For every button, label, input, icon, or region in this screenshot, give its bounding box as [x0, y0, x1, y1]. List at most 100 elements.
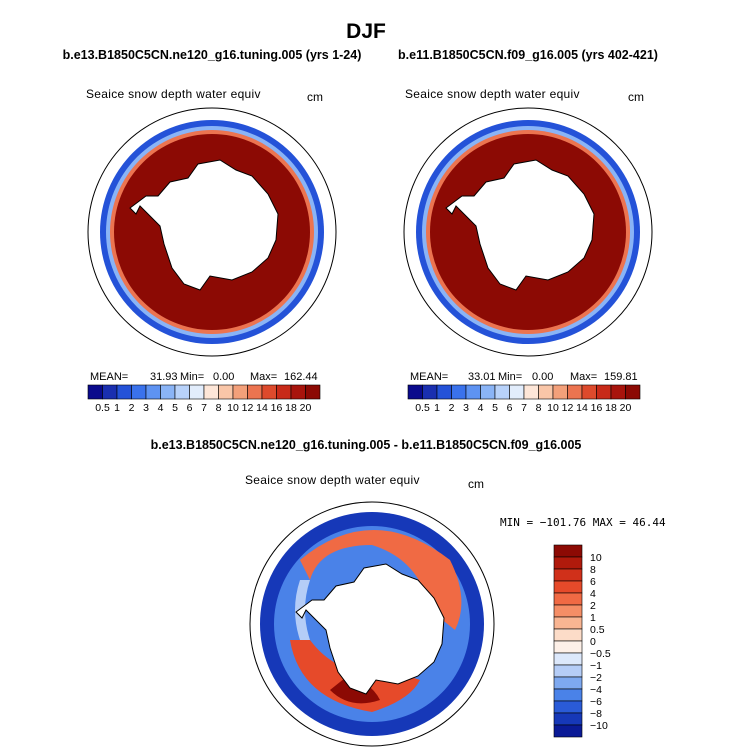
right-units-label: cm: [628, 90, 644, 104]
right-colorbar-tick-label: 2: [449, 402, 455, 414]
diff-colorbar-swatch: [553, 592, 583, 606]
right-colorbar-swatch: [480, 384, 496, 400]
diff-colorbar-tick-label: 2: [590, 600, 596, 612]
left-colorbar-swatch: [305, 384, 321, 400]
diff-colorbar-tick-label: 0.5: [590, 624, 605, 636]
right-polar-map: [404, 108, 652, 356]
left-colorbar-tick-label: 5: [172, 402, 178, 414]
left-colorbar-swatch: [174, 384, 190, 400]
left-colorbar-tick-label: 7: [201, 402, 207, 414]
left-colorbar-tick-label: 2: [129, 402, 135, 414]
diff-antarctica-outline: [295, 563, 445, 695]
left-variable-label: Seaice snow depth water equiv: [86, 87, 261, 101]
diff-colorbar-swatch: [553, 580, 583, 594]
diff-colorbar-tick-label: −1: [590, 660, 602, 672]
right-colorbar-tick-label: 10: [547, 402, 559, 414]
diff-colorbar-tick-label: 0: [590, 636, 596, 648]
right-colorbar-tick-label: 20: [620, 402, 632, 414]
left-polar-map: [88, 108, 336, 356]
left-colorbar-swatch: [145, 384, 161, 400]
right-antarctica-outline: [445, 159, 595, 291]
left-colorbar-tick-label: 18: [285, 402, 297, 414]
left-colorbar-tick-label: 4: [158, 402, 164, 414]
left-colorbar-tick-label: 1: [114, 402, 120, 414]
left-colorbar-tick-label: 16: [271, 402, 283, 414]
right-colorbar-swatch: [596, 384, 612, 400]
left-min-label: Min=: [180, 371, 204, 383]
right-colorbar-swatch: [610, 384, 626, 400]
left-run-title: b.e13.B1850C5CN.ne120_g16.tuning.005 (yr…: [63, 48, 362, 62]
right-colorbar-tick-label: 3: [463, 402, 469, 414]
diff-positive-core: [330, 678, 380, 704]
left-colorbar-tick-label: 14: [256, 402, 268, 414]
left-min-value: 0.00: [213, 371, 234, 383]
right-colorbar-swatch: [494, 384, 510, 400]
left-colorbar-swatch: [102, 384, 118, 400]
left-colorbar-swatch: [218, 384, 234, 400]
diff-colorbar-tick-label: 4: [590, 588, 596, 600]
left-colorbar-swatch: [87, 384, 103, 400]
left-colorbar-tick-label: 6: [187, 402, 193, 414]
right-colorbar-tick-label: 1: [434, 402, 440, 414]
diff-colorbar-swatch: [553, 568, 583, 582]
left-colorbar-swatch: [131, 384, 147, 400]
left-mean-value: 31.93: [150, 371, 178, 383]
right-colorbar-tick-label: 16: [591, 402, 603, 414]
left-colorbar-tick-label: 20: [300, 402, 312, 414]
left-colorbar-swatch: [189, 384, 205, 400]
left-antarctica-outline: [129, 159, 279, 291]
diff-colorbar-tick-label: −8: [590, 708, 602, 720]
right-mean-value: 33.01: [468, 371, 496, 383]
diff-colorbar-swatch: [553, 664, 583, 678]
right-colorbar-swatch: [436, 384, 452, 400]
diff-colorbar-tick-label: −2: [590, 672, 602, 684]
right-colorbar-swatch: [625, 384, 641, 400]
diff-colorbar-swatch: [553, 628, 583, 642]
diff-map-border: [249, 501, 495, 747]
diff-colorbar-tick-label: −0.5: [590, 648, 611, 660]
diff-colorbar-swatch: [553, 652, 583, 666]
left-colorbar-swatch: [276, 384, 292, 400]
right-min-label: Min=: [498, 371, 522, 383]
right-colorbar-tick-label: 5: [492, 402, 498, 414]
left-colorbar: 0.5 1 2 3 4 5 6 7 8 10 12 14 16 18 20: [87, 384, 321, 414]
diff-colorbar-tick-label: −4: [590, 684, 602, 696]
right-map-panel: Seaice snow depth water equiv cm MEAN= 3…: [403, 87, 653, 414]
difference-title: b.e13.B1850C5CN.ne120_g16.tuning.005 - b…: [151, 438, 582, 452]
diff-colorbar-swatch: [553, 724, 583, 738]
left-colorbar-tick-label: 8: [216, 402, 222, 414]
left-colorbar-swatch: [290, 384, 306, 400]
left-colorbar-tick-label: 12: [242, 402, 254, 414]
left-colorbar-tick-label: 0.5: [95, 402, 110, 414]
diff-colorbar-swatch: [553, 556, 583, 570]
difference-map-panel: Seaice snow depth water equiv cm MIN = −…: [245, 473, 666, 747]
right-map-border: [403, 107, 653, 357]
left-units-label: cm: [307, 90, 323, 104]
left-colorbar-swatch: [247, 384, 263, 400]
diff-colorbar-tick-label: −10: [590, 720, 608, 732]
diff-colorbar-swatch: [553, 700, 583, 714]
right-variable-label: Seaice snow depth water equiv: [405, 87, 580, 101]
left-colorbar-swatch: [160, 384, 176, 400]
right-colorbar-swatch: [567, 384, 583, 400]
right-colorbar: 0.5 1 2 3 4 5 6 7 8 10 12 14 16 18 20: [407, 384, 641, 414]
diff-variable-label: Seaice snow depth water equiv: [245, 473, 420, 487]
right-colorbar-tick-label: 6: [507, 402, 513, 414]
right-max-value: 159.81: [604, 371, 638, 383]
diff-colorbar-swatch: [553, 604, 583, 618]
left-colorbar-swatch: [261, 384, 277, 400]
right-colorbar-swatch: [451, 384, 467, 400]
diff-colorbar-swatch: [553, 616, 583, 630]
diff-colorbar-tick-label: 6: [590, 576, 596, 588]
diff-colorbar-tick-label: 10: [590, 552, 602, 564]
left-colorbar-swatch: [116, 384, 132, 400]
right-max-label: Max=: [570, 371, 597, 383]
right-colorbar-tick-label: 4: [478, 402, 484, 414]
diff-colorbar-swatch: [553, 676, 583, 690]
left-colorbar-tick-label: 3: [143, 402, 149, 414]
diff-colorbar-swatch: [553, 712, 583, 726]
right-colorbar-swatch: [581, 384, 597, 400]
right-colorbar-tick-label: 7: [521, 402, 527, 414]
